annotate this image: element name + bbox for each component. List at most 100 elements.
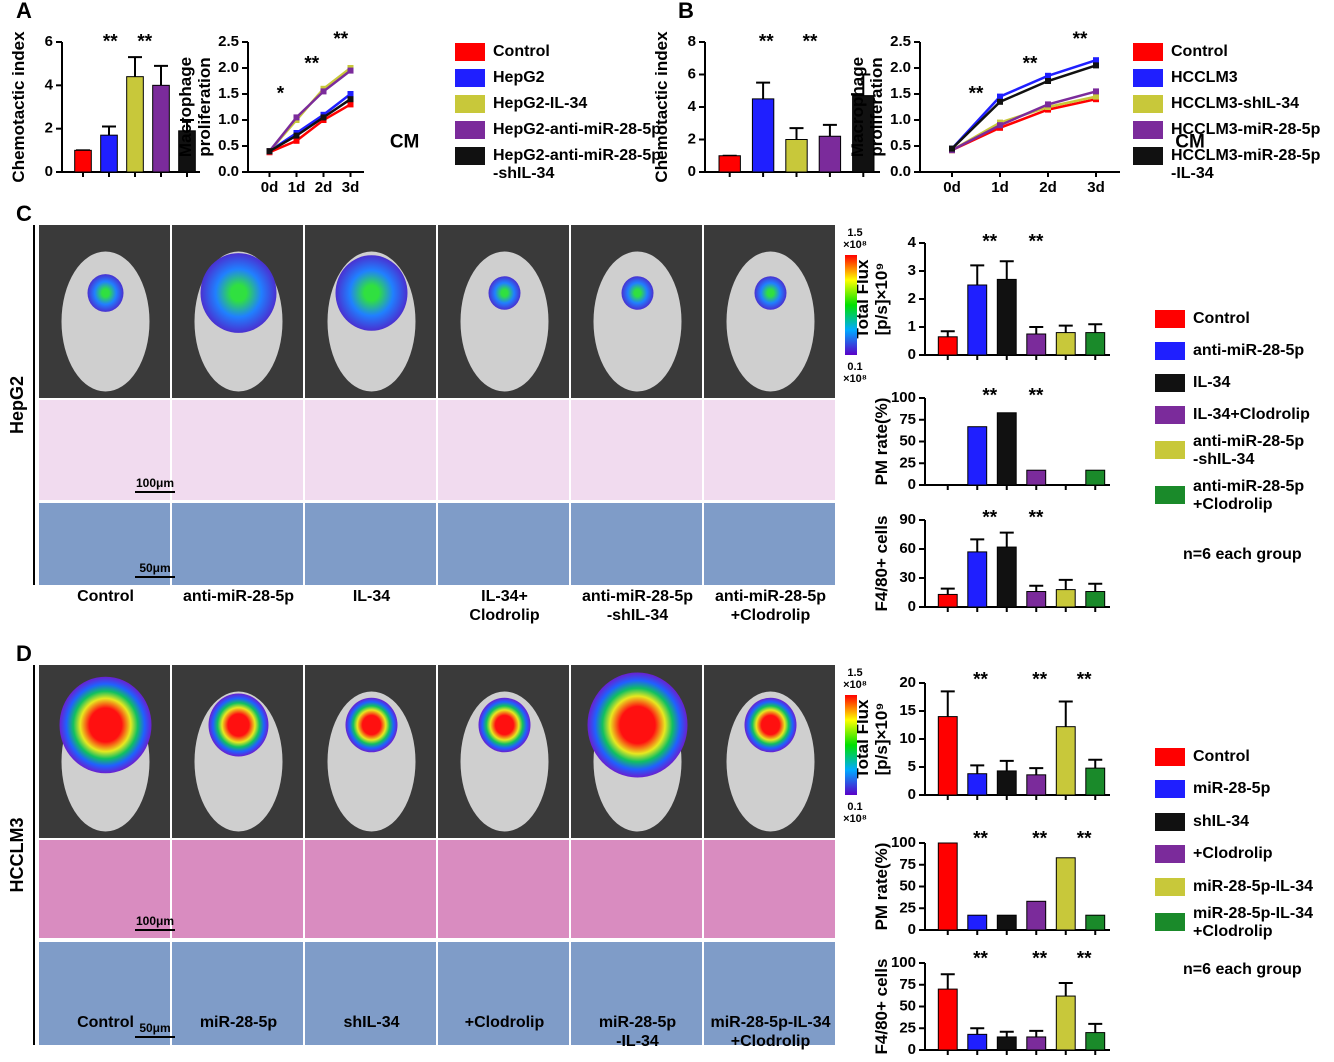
panel-label: A bbox=[16, 0, 32, 23]
annotation: ** bbox=[969, 84, 984, 105]
he-image bbox=[704, 400, 835, 500]
bar bbox=[1055, 995, 1076, 1051]
error-bar bbox=[1058, 324, 1073, 333]
y-tick-label: 1.5 bbox=[218, 85, 239, 102]
column-label: anti-miR-28-5p bbox=[183, 588, 294, 605]
legend-label: miR-28-5p bbox=[1193, 780, 1271, 797]
bar bbox=[818, 135, 842, 173]
panel-label: B bbox=[678, 0, 694, 23]
y-tick-label: 25 bbox=[899, 454, 916, 471]
bar bbox=[937, 842, 958, 931]
error-bar bbox=[1029, 767, 1044, 775]
error-bar bbox=[1029, 584, 1044, 592]
scale-bar-label: 100μm bbox=[136, 476, 174, 490]
legend-swatch bbox=[1155, 913, 1185, 931]
error-bar bbox=[1058, 700, 1073, 727]
signal bbox=[59, 676, 152, 774]
signal bbox=[335, 255, 408, 331]
colorbar-label: 1.5 ×10⁸ bbox=[843, 227, 867, 251]
bar bbox=[967, 914, 988, 931]
bar bbox=[996, 278, 1017, 356]
line bbox=[268, 69, 352, 152]
line bbox=[269, 103, 352, 154]
marker bbox=[949, 145, 955, 152]
legend-swatch bbox=[1133, 69, 1163, 87]
marker bbox=[293, 137, 300, 144]
legend-label: miR-28-5p-IL-34 bbox=[1193, 878, 1313, 895]
legend-swatch bbox=[1133, 147, 1163, 165]
legend-label: Control bbox=[1171, 43, 1228, 60]
annotation: ** bbox=[304, 54, 319, 75]
y-tick-label: 6 bbox=[45, 33, 53, 50]
error-bar bbox=[940, 973, 955, 990]
bar bbox=[996, 412, 1017, 486]
marker bbox=[320, 114, 327, 121]
bar bbox=[937, 988, 958, 1051]
y-tick-label: 5 bbox=[908, 758, 916, 775]
x-tick-label: 0d bbox=[943, 179, 961, 196]
bar bbox=[1026, 900, 1047, 931]
marker bbox=[293, 132, 300, 139]
y-tick-label: 75 bbox=[899, 411, 916, 428]
legend-label: +Clodrolip bbox=[1193, 845, 1273, 862]
annotation: ** bbox=[1032, 669, 1047, 690]
annotation: ** bbox=[1077, 949, 1092, 970]
x-tick-label: 3d bbox=[1087, 179, 1105, 196]
bar bbox=[1055, 726, 1076, 796]
error-bar bbox=[940, 587, 955, 595]
signal bbox=[345, 697, 398, 753]
error-bar bbox=[1088, 323, 1103, 333]
legend-label: anti-miR-28-5p +Clodrolip bbox=[1193, 478, 1304, 513]
bar bbox=[996, 914, 1017, 931]
y-tick-label: 25 bbox=[899, 899, 916, 916]
mouse bbox=[460, 251, 549, 392]
signal bbox=[208, 693, 269, 757]
y-axis-label: Macrophageproliferation bbox=[848, 57, 886, 157]
legend-label: HepG2-anti-miR-28-5p bbox=[493, 121, 661, 138]
bar bbox=[1026, 469, 1047, 486]
legend-label: IL-34 bbox=[1193, 374, 1230, 391]
bar bbox=[1085, 469, 1106, 486]
legend-swatch bbox=[455, 43, 485, 61]
legend-label: HCCLM3-miR-28-5p -IL-34 bbox=[1171, 147, 1321, 182]
annotation: ** bbox=[973, 669, 988, 690]
note: n=6 each group bbox=[1183, 961, 1302, 978]
legend-label: HepG2-IL-34 bbox=[493, 95, 587, 112]
marker bbox=[1045, 78, 1051, 84]
error-bar bbox=[154, 64, 168, 86]
x-tick-label: 2d bbox=[315, 179, 333, 196]
legend-swatch bbox=[455, 69, 485, 87]
bar bbox=[178, 130, 196, 173]
x-tick-label: 3d bbox=[342, 179, 360, 196]
bar bbox=[1055, 332, 1076, 356]
scale-bar-label: 50μm bbox=[139, 561, 170, 575]
column-label: miR-28-5p -IL-34 bbox=[599, 1014, 677, 1050]
marker bbox=[1093, 88, 1099, 95]
y-tick-label: 2.0 bbox=[218, 59, 239, 76]
row-label: HCCLM3 bbox=[7, 818, 27, 893]
annotation: ** bbox=[1029, 385, 1044, 406]
legend-swatch bbox=[1155, 310, 1185, 328]
marker bbox=[997, 93, 1003, 100]
legend-label: anti-miR-28-5p bbox=[1193, 342, 1304, 359]
ihc-image bbox=[704, 503, 835, 585]
y-tick-label: 2.0 bbox=[890, 59, 911, 76]
bar bbox=[1085, 1032, 1106, 1051]
bar bbox=[100, 134, 118, 173]
he-image bbox=[172, 400, 303, 500]
y-axis-label: Total Flux[p/s]×10⁹ bbox=[853, 699, 891, 779]
marker bbox=[1093, 57, 1099, 64]
he-image bbox=[305, 400, 436, 500]
marker bbox=[266, 148, 273, 155]
legend-swatch bbox=[1133, 95, 1163, 113]
ihc-image bbox=[571, 503, 702, 585]
mouse bbox=[61, 251, 150, 392]
bar bbox=[967, 773, 988, 796]
annotation: ** bbox=[973, 829, 988, 850]
bar bbox=[996, 1036, 1017, 1051]
annotation: CM bbox=[1175, 132, 1205, 153]
bar bbox=[1085, 591, 1106, 608]
annotation: ** bbox=[1029, 232, 1044, 253]
legend-label: shIL-34 bbox=[1193, 813, 1249, 830]
y-tick-label: 1.0 bbox=[218, 111, 239, 128]
